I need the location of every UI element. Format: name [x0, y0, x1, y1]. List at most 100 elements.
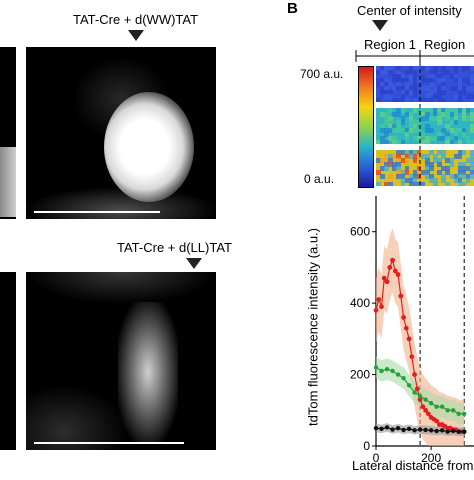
heatmap-pixel: [404, 154, 410, 159]
heatmap-pixel: [461, 116, 467, 121]
data-point: [428, 428, 434, 433]
heatmap-pixel: [461, 170, 467, 175]
data-point: [395, 425, 401, 431]
heatmap-pixel: [416, 174, 422, 179]
colorbar: [358, 66, 374, 188]
heatmap-pixel: [404, 136, 410, 141]
data-point: [390, 427, 395, 432]
heatmap-pixel: [396, 70, 401, 75]
heatmap-pixel: [461, 108, 467, 113]
heatmap-pixel: [433, 108, 438, 113]
heatmap-pixel: [384, 78, 389, 83]
data-point: [409, 354, 415, 360]
heatmap-pixel: [420, 154, 426, 159]
heatmap-pixel: [404, 78, 410, 83]
heatmap-pixel: [396, 150, 401, 155]
y-tick-label: 400: [350, 296, 370, 310]
heatmap-pixel: [433, 136, 438, 141]
heatmap-pixel: [408, 182, 414, 186]
heatmap-pixel: [396, 120, 401, 125]
heatmap-pixel: [437, 158, 442, 163]
heatmap-pixel: [404, 158, 410, 163]
heatmap-pixel: [441, 178, 446, 183]
heatmap-pixel: [388, 182, 393, 186]
heatmap-pixel: [420, 132, 426, 137]
heatmap-pixel: [376, 82, 381, 87]
heatmap-pixel: [437, 98, 442, 102]
heatmap-pixel: [433, 70, 438, 75]
heatmap-pixel: [396, 154, 401, 159]
heatmap-pixel: [429, 116, 434, 121]
heatmap-pixel: [449, 128, 455, 133]
heatmap-pixel: [429, 162, 434, 167]
micrograph-ww-tat: [26, 47, 216, 219]
data-point: [425, 411, 431, 417]
strip-dashed-lines: [419, 62, 421, 188]
heatmap-pixel: [384, 82, 389, 87]
heatmap-pixel: [465, 116, 471, 121]
heatmap-pixel: [392, 124, 397, 129]
region-bracket: [355, 50, 474, 62]
heatmap-pixel: [429, 90, 434, 95]
heatmap-pixel: [453, 154, 459, 159]
heatmap-pixel: [396, 74, 401, 79]
heatmap-pixel: [412, 90, 418, 95]
data-point: [456, 429, 461, 434]
heatmap-pixel: [449, 120, 455, 125]
heatmap-pixel: [465, 166, 471, 171]
heatmap-pixel: [420, 112, 426, 117]
heatmap-pixel: [429, 82, 434, 87]
heatmap-pixel: [465, 158, 471, 163]
heatmap-pixel: [461, 132, 467, 137]
data-point: [456, 411, 461, 417]
heatmap-pixel: [469, 94, 474, 99]
data-point: [406, 426, 412, 432]
heatmap-pixel: [412, 170, 418, 175]
heatmap-pixel: [408, 86, 414, 91]
heatmap-pixel: [384, 132, 389, 137]
data-point: [398, 293, 404, 299]
heatmap-pixel: [437, 162, 442, 167]
heatmap-pixel: [441, 112, 446, 117]
heatmap-pixel: [453, 132, 459, 137]
heatmap-pixel: [469, 158, 474, 163]
heatmap-pixel: [441, 108, 446, 113]
region-2-label: Region: [424, 37, 466, 52]
heatmap-pixel: [469, 154, 474, 159]
heatmap-pixel: [392, 154, 397, 159]
heatmap-pixel: [412, 154, 418, 159]
data-point: [406, 383, 412, 388]
heatmap-pixel: [400, 78, 406, 83]
heatmap-pixel: [384, 112, 389, 117]
data-point: [417, 393, 423, 399]
data-point: [384, 279, 390, 285]
heatmap-pixel: [457, 82, 463, 87]
heatmap-pixel: [429, 108, 434, 113]
micrograph-left-top-crop: [0, 47, 16, 219]
heatmap-pixel: [457, 94, 463, 99]
heatmap-pixel: [420, 140, 426, 144]
heatmap-pixel: [429, 174, 434, 179]
heatmap-pixel: [453, 70, 459, 75]
heatmap-pixel: [408, 174, 414, 179]
heatmap-pixel: [400, 128, 406, 133]
heatmap-pixel: [465, 108, 471, 113]
heatmap-pixel: [384, 94, 389, 99]
heatmap-pixel: [380, 158, 385, 163]
heatmap-pixel: [396, 170, 401, 175]
heatmap-pixel: [388, 94, 393, 99]
data-point: [384, 367, 390, 372]
heatmap-pixel: [404, 150, 410, 155]
heatmap-pixel: [400, 98, 406, 102]
data-point: [417, 397, 423, 402]
heatmap-pixel: [396, 128, 401, 133]
heatmap-pixel: [425, 154, 430, 159]
heatmap-pixel: [461, 86, 467, 91]
heatmap-pixel: [437, 74, 442, 79]
heatmap-pixel: [453, 174, 459, 179]
heatmap-pixel: [412, 136, 418, 141]
heatmap-pixel: [461, 166, 467, 171]
heatmap-pixel: [388, 124, 393, 129]
colorbar-max-label: 700 a.u.: [300, 67, 344, 81]
heatmap-pixel: [408, 116, 414, 121]
